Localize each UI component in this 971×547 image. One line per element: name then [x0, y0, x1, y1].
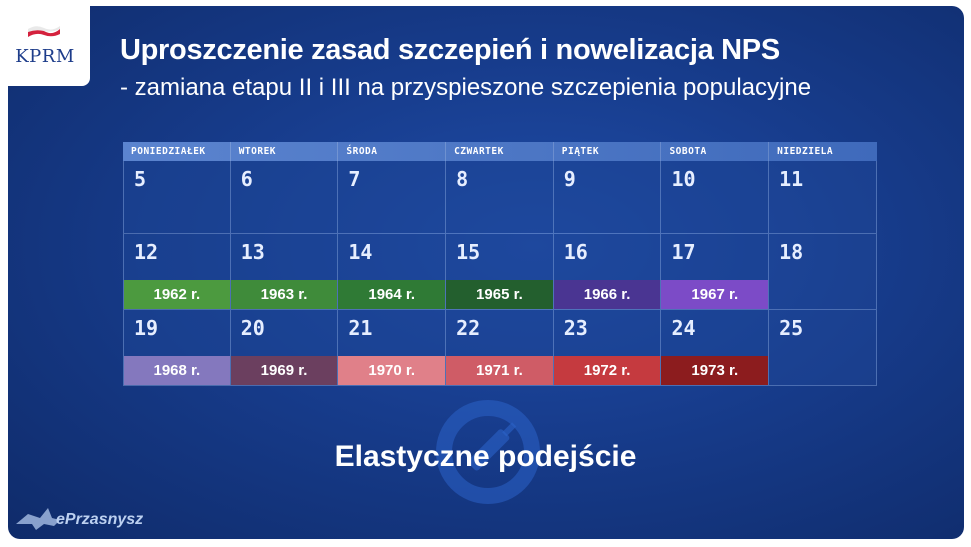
logo-text: KPRM: [15, 46, 75, 67]
page-subtitle: - zamiana etapu II i III na przyspieszon…: [120, 74, 812, 101]
syringe-emblem-icon: [436, 400, 540, 504]
day-number: 10: [671, 167, 696, 191]
birth-year-band: 1971 r.: [446, 356, 553, 385]
day-number: 25: [779, 316, 804, 340]
day-number: 17: [671, 240, 696, 264]
calendar-day: 11: [769, 161, 877, 233]
weekday-label: PIĄTEK: [554, 142, 662, 161]
day-number: 18: [779, 240, 804, 264]
birth-year-band: 1969 r.: [230, 356, 338, 385]
birth-year-band: 1972 r.: [553, 356, 661, 385]
birth-year-band: 1964 r.: [338, 280, 446, 309]
weekday-label: SOBOTA: [661, 142, 770, 161]
calendar-day: 25: [769, 310, 877, 385]
slogan: Elastyczne podejście: [334, 440, 637, 473]
calendar-week: 5 6 7 8 9 10 11: [123, 161, 877, 234]
day-number: 21: [348, 316, 373, 340]
day-number: 22: [456, 316, 481, 340]
day-number: 11: [779, 167, 804, 191]
calendar-day: 12 1962 r.: [123, 234, 231, 309]
calendar-day: 9: [553, 161, 662, 233]
calendar-day: 8: [446, 161, 554, 233]
kprm-logo: KPRM: [0, 6, 90, 86]
watermark-text: ePrzasnysz: [56, 511, 144, 528]
birth-year-band: 1963 r.: [230, 280, 338, 309]
calendar-day: 20 1969 r.: [230, 310, 339, 385]
day-number: 9: [563, 167, 576, 191]
day-number: 16: [563, 240, 588, 264]
calendar-day: 7: [338, 161, 447, 233]
birth-year-band: 1962 r.: [124, 280, 230, 309]
flag-icon: [28, 26, 60, 37]
weekday-label: CZWARTEK: [446, 142, 554, 161]
birth-year-band: 1966 r.: [553, 280, 661, 309]
page-title: Uproszczenie zasad szczepień i nowelizac…: [120, 34, 780, 66]
weekday-label: ŚRODA: [338, 142, 447, 161]
day-number: 23: [563, 316, 588, 340]
calendar-day: 10: [661, 161, 770, 233]
day-number: 12: [134, 240, 159, 264]
birth-year-band: 1970 r.: [338, 356, 446, 385]
day-number: 14: [348, 240, 373, 264]
day-number: 6: [240, 167, 253, 191]
birth-year-band: 1968 r.: [124, 356, 230, 385]
calendar-day: 6: [230, 161, 339, 233]
calendar-week: 12 1962 r. 13 1963 r. 14 1964 r. 15 1965 r. …: [123, 234, 877, 310]
calendar-week: 19 1968 r. 20 1969 r. 21 1970 r. 22 1971 r. …: [123, 310, 877, 386]
day-number: 19: [134, 316, 159, 340]
weekday-label: WTOREK: [231, 142, 339, 161]
day-number: 7: [348, 167, 361, 191]
weekday-label: NIEDZIELA: [777, 146, 834, 157]
birth-year-band: 1973 r.: [661, 356, 769, 385]
calendar-day: 16 1966 r.: [553, 234, 662, 309]
calendar-day: 18: [769, 234, 877, 309]
vaccination-calendar: PONIEDZIAŁEK WTOREK ŚRODA CZWARTEK PIĄTE…: [123, 142, 877, 386]
weekday-header: PONIEDZIAŁEK WTOREK ŚRODA CZWARTEK PIĄTE…: [123, 142, 877, 161]
calendar-day: 22 1971 r.: [446, 310, 554, 385]
calendar-day: 17 1967 r.: [661, 234, 770, 309]
day-number: 15: [456, 240, 481, 264]
calendar-day: 21 1970 r.: [338, 310, 447, 385]
calendar-day: 15 1965 r.: [446, 234, 554, 309]
weekday-label: PONIEDZIAŁEK: [123, 142, 231, 161]
calendar-day: 23 1972 r.: [553, 310, 662, 385]
birth-year-band: 1967 r.: [661, 280, 769, 309]
calendar-day: 13 1963 r.: [230, 234, 339, 309]
day-number: 5: [134, 167, 147, 191]
day-number: 8: [456, 167, 469, 191]
calendar-day: 19 1968 r.: [123, 310, 231, 385]
calendar-day: 24 1973 r.: [661, 310, 770, 385]
day-number: 13: [240, 240, 265, 264]
day-number: 20: [240, 316, 265, 340]
birth-year-band: 1965 r.: [446, 280, 553, 309]
calendar-day: 14 1964 r.: [338, 234, 447, 309]
day-number: 24: [671, 316, 696, 340]
calendar-day: 5: [123, 161, 231, 233]
shark-logo-icon: [16, 508, 60, 530]
